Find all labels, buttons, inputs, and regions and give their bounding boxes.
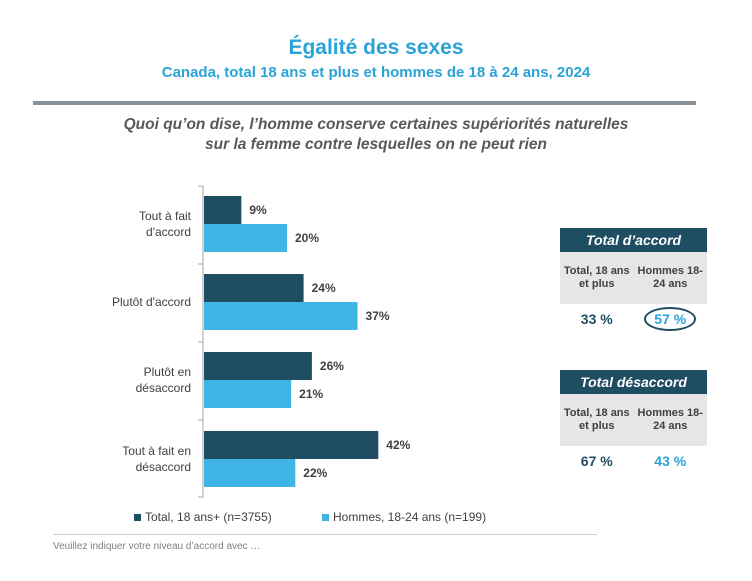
data-label: 9% xyxy=(249,203,267,217)
category-label: Plutôt en désaccord xyxy=(136,365,191,395)
legend-label-total: Total, 18 ans+ (n=3755) xyxy=(145,510,272,524)
bar-total xyxy=(204,196,242,224)
disagree-value-total: 67 % xyxy=(580,453,613,469)
agree-value-men-circled: 57 % xyxy=(644,307,697,331)
agree-summary-title: Total d’accord xyxy=(560,228,707,252)
chart-subtitle: Canada, total 18 ans et plus et hommes d… xyxy=(161,64,591,81)
question-line-1: Quoi qu’on dise, l’homme conserve certai… xyxy=(123,116,629,133)
legend-swatch-total xyxy=(134,513,141,521)
bar-total xyxy=(204,431,379,459)
bar-total xyxy=(204,352,312,380)
legend-item-total: Total, 18 ans+ (n=3755) xyxy=(134,510,272,524)
bar-men xyxy=(204,459,296,487)
data-label: 42% xyxy=(386,438,410,452)
data-label: 37% xyxy=(366,309,390,323)
legend-label-men: Hommes, 18-24 ans (n=199) xyxy=(333,510,487,524)
question-line-2: sur la femme contre lesquelles on ne peu… xyxy=(205,136,547,153)
data-label: 21% xyxy=(299,387,323,401)
disagree-value-men: 43 % xyxy=(654,453,687,469)
bar-men xyxy=(204,380,292,408)
agree-col-men: Hommes 18-24 ans xyxy=(637,265,703,290)
disagree-col-men: Hommes 18-24 ans xyxy=(637,407,703,432)
footnote-divider xyxy=(53,534,597,535)
agree-col-total: Total, 18 ans et plus xyxy=(563,265,630,290)
legend-swatch-men xyxy=(322,513,329,521)
bar-men xyxy=(204,224,287,252)
bar-total xyxy=(204,274,304,302)
agree-summary-box: Total d’accord Total, 18 ans et plus Hom… xyxy=(560,228,707,334)
divider xyxy=(33,101,696,105)
bar-chart: Tout à fait d'accord 9% 20% Plutôt d'accord 2… xyxy=(112,185,411,498)
agree-value-total: 33 % xyxy=(580,311,613,327)
data-label: 26% xyxy=(320,359,344,373)
category-label: Plutôt d'accord xyxy=(112,295,191,309)
chart-title: Égalité des sexes xyxy=(288,36,464,59)
category-label: Tout à fait d'accord xyxy=(139,209,192,239)
data-label: 24% xyxy=(312,281,336,295)
category-label: Tout à fait en désaccord xyxy=(122,444,191,474)
disagree-col-total: Total, 18 ans et plus xyxy=(563,407,630,432)
bar-men xyxy=(204,302,358,330)
disagree-summary-box: Total désaccord Total, 18 ans et plus Ho… xyxy=(560,370,707,476)
data-label: 22% xyxy=(303,466,327,480)
legend-item-men: Hommes, 18-24 ans (n=199) xyxy=(322,510,486,524)
footnote: Veuillez indiquer votre niveau d’accord … xyxy=(53,541,261,552)
disagree-summary-title: Total désaccord xyxy=(560,370,707,394)
data-label: 20% xyxy=(295,231,319,245)
